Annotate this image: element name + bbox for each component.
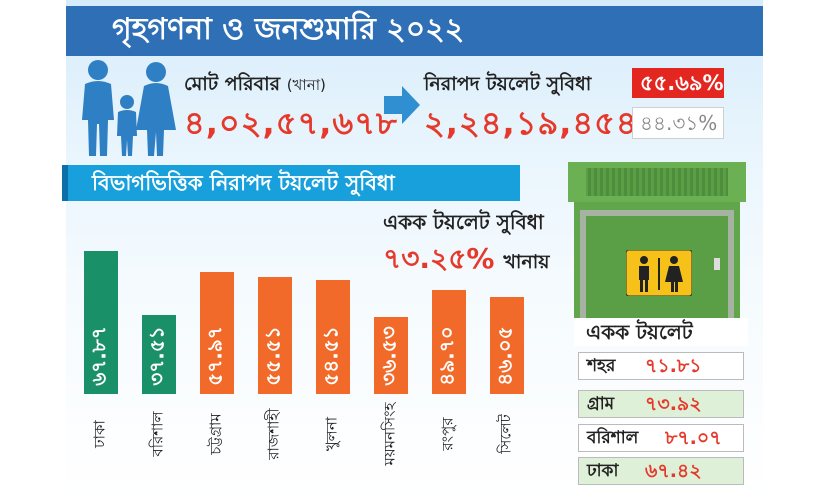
single-toilet-stat: ৭৩.২৫% খানায় bbox=[383, 242, 550, 275]
total-households-value: ৪,০২,৫৭,৬৭৮ bbox=[184, 104, 398, 142]
title-band bbox=[66, 6, 763, 56]
toilet-row-label: শহর bbox=[587, 356, 616, 376]
toilet-row-value: ৮৭.০৭ bbox=[665, 427, 722, 449]
safe-toilet-label: নিরাপদ টয়লেট সুবিধা bbox=[424, 73, 592, 95]
safe-pct-box bbox=[632, 68, 724, 98]
total-households-label: মোট পরিবার (খানা) bbox=[184, 73, 326, 95]
toilet-row-value: ৭৩.৯২ bbox=[645, 393, 702, 415]
single-toilet-box-label: একক টয়লেট bbox=[586, 320, 693, 344]
toilet-row-value: ৬৭.৪২ bbox=[645, 460, 702, 482]
safe-toilet-value: ২,২৪,১৯,৪৫৪ bbox=[424, 104, 638, 142]
toilet-row-dhaka: ঢাকা ৬৭.৪২ bbox=[578, 457, 744, 485]
toilet-row-barishal: বরিশাল ৮৭.০৭ bbox=[578, 424, 744, 452]
family-icon bbox=[82, 60, 176, 156]
toilet-row-value: ৭১.৮১ bbox=[645, 355, 702, 377]
toilet-row-city: শহর ৭১.৮১ bbox=[578, 352, 744, 380]
toilet-row-village: গ্রাম ৭৩.৯২ bbox=[578, 390, 744, 418]
toilet-row-label: গ্রাম bbox=[587, 394, 615, 414]
page-title: গৃহগণনা ও জনশুমারি ২০২২ bbox=[112, 12, 465, 47]
other-pct: ৪৪.৩১% bbox=[640, 111, 718, 135]
single-toilet-box-header bbox=[574, 318, 748, 346]
single-toilet-heading: একক টয়লেট সুবিধা bbox=[383, 210, 544, 234]
toilet-row-label: বরিশাল bbox=[587, 428, 639, 448]
safe-pct: ৫৫.৬৯% bbox=[640, 71, 724, 95]
section-ribbon-label: বিভাগভিত্তিক নিরাপদ টয়লেট সুবিধা bbox=[92, 171, 395, 195]
restroom-sign-icon bbox=[626, 250, 692, 296]
other-pct-box bbox=[632, 107, 724, 139]
toilet-row-label: ঢাকা bbox=[587, 461, 619, 481]
section-ribbon bbox=[62, 165, 520, 201]
arrow-right-icon bbox=[384, 86, 420, 124]
toilet-booth-icon bbox=[568, 162, 746, 338]
